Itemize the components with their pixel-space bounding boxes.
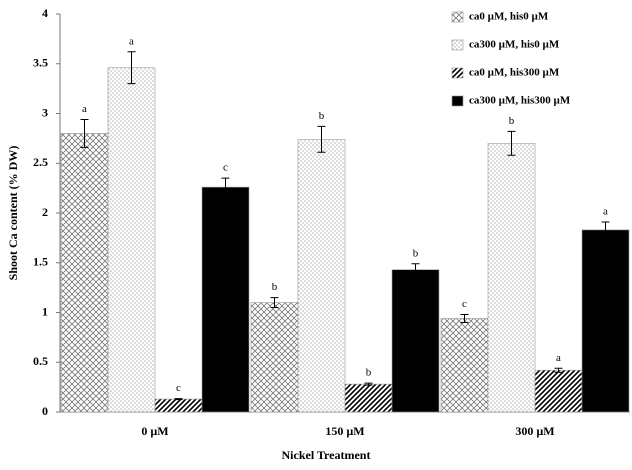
error-bar	[601, 221, 610, 239]
y-tick-label: 1.5	[33, 255, 48, 269]
x-tick-label: 0 µM	[141, 424, 168, 438]
bar	[391, 269, 440, 413]
error-bar	[127, 51, 136, 85]
significance-label: b	[366, 367, 372, 379]
significance-label: a	[556, 352, 561, 364]
significance-label: b	[413, 247, 419, 259]
legend-label: ca0 µM, his0 µM	[469, 11, 549, 23]
significance-label: b	[319, 110, 325, 122]
error-bar	[554, 367, 563, 373]
legend-swatch	[451, 95, 464, 107]
significance-label: a	[129, 35, 134, 47]
bar	[107, 67, 156, 413]
y-tick-label: 4	[42, 6, 48, 20]
legend-swatch	[451, 67, 464, 79]
bar	[250, 302, 299, 413]
significance-label: c	[176, 382, 181, 394]
y-tick-label: 2.5	[33, 155, 48, 169]
significance-label: b	[509, 115, 515, 127]
bar	[154, 398, 203, 413]
significance-label: a	[82, 103, 87, 115]
significance-label: c	[223, 162, 228, 174]
legend-label: ca0 µM, his300 µM	[469, 67, 560, 79]
x-axis-title: Nickel Treatment	[282, 448, 371, 462]
significance-label: c	[462, 298, 467, 310]
error-bar	[317, 125, 326, 153]
legend-swatch	[451, 11, 464, 23]
error-bar	[221, 177, 230, 197]
bar	[201, 186, 250, 413]
y-axis-title: Shoot Ca content (% DW)	[6, 146, 20, 281]
y-tick-label: 3	[42, 105, 48, 119]
error-bar	[507, 130, 516, 156]
significance-label: a	[603, 205, 608, 217]
error-bar	[270, 297, 279, 309]
legend-label: ca300 µM, his300 µM	[469, 95, 571, 107]
bar	[297, 139, 346, 413]
error-bar	[460, 313, 469, 323]
x-tick-label: 150 µM	[325, 424, 364, 438]
error-bar	[174, 398, 183, 401]
bar	[344, 383, 393, 413]
x-tick-label: 300 µM	[515, 424, 554, 438]
y-tick-label: 1	[42, 304, 48, 318]
bar	[534, 369, 583, 413]
y-tick-label: 0	[42, 404, 48, 418]
significance-label: b	[272, 281, 278, 293]
bar	[60, 133, 109, 413]
y-tick-label: 2	[42, 205, 48, 219]
error-bar	[364, 382, 373, 386]
legend-swatch	[451, 39, 464, 51]
error-bar	[411, 263, 420, 277]
legend-label: ca300 µM, his0 µM	[469, 39, 560, 51]
y-tick-label: 0.5	[33, 354, 48, 368]
bar	[581, 229, 630, 413]
y-tick-label: 3.5	[33, 56, 48, 70]
error-bar	[80, 118, 89, 148]
bar	[440, 318, 489, 413]
bar	[487, 143, 536, 413]
